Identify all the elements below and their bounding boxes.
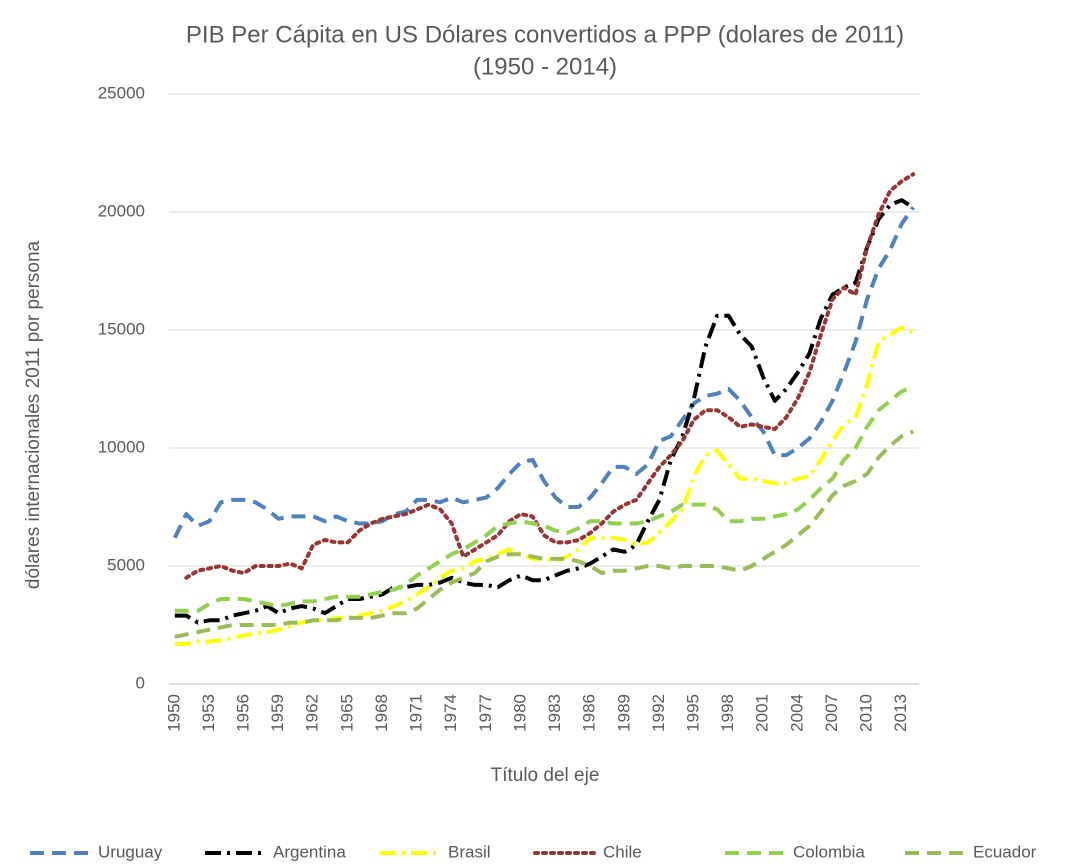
x-tick-label: 1965 — [337, 694, 356, 732]
legend-label: Uruguay — [98, 842, 163, 861]
x-tick-label: 1974 — [441, 694, 460, 732]
series-line — [184, 172, 916, 580]
y-tick-label: 10000 — [98, 437, 145, 456]
series-line — [173, 206, 915, 539]
series-line — [174, 198, 915, 625]
x-tick-label: 1998 — [718, 694, 737, 732]
x-tick-label: 2004 — [787, 694, 806, 732]
chart-title: PIB Per Cápita en US Dólares convertidos… — [186, 21, 904, 48]
x-axis-title: Título del eje — [491, 765, 600, 786]
y-tick-label: 15000 — [98, 319, 145, 338]
x-tick-label: 1986 — [580, 694, 599, 732]
x-tick-label: 1953 — [199, 694, 218, 732]
x-tick-label: 1956 — [233, 694, 252, 732]
legend-label: Brasil — [448, 842, 491, 861]
x-tick-label: 1980 — [510, 694, 529, 732]
legend-label: Argentina — [273, 842, 346, 861]
x-tick-label: 2001 — [753, 694, 772, 732]
y-tick-label: 25000 — [98, 83, 145, 102]
y-tick-label: 0 — [136, 673, 145, 692]
x-tick-label: 1995 — [683, 694, 702, 732]
y-axis-title: dólares internacionales 2011 por persona — [23, 240, 44, 589]
x-tick-label: 1950 — [164, 694, 183, 732]
y-tick-label: 5000 — [107, 555, 145, 574]
x-tick-label: 1992 — [649, 694, 668, 732]
x-tick-label: 1971 — [407, 694, 426, 732]
x-tick-label: 1989 — [614, 694, 633, 732]
chart-subtitle: (1950 - 2014) — [473, 53, 617, 80]
series-line — [174, 325, 914, 646]
x-tick-label: 1977 — [476, 694, 495, 732]
x-tick-label: 2010 — [857, 694, 876, 732]
legend-label: Chile — [603, 842, 642, 861]
y-tick-label: 20000 — [98, 201, 145, 220]
x-tick-label: 1959 — [268, 694, 287, 732]
x-tick-label: 1983 — [545, 694, 564, 732]
series-line — [174, 429, 914, 639]
x-tick-label: 1968 — [372, 694, 391, 732]
x-tick-label: 2013 — [891, 694, 910, 732]
legend-label: Colombia — [793, 842, 865, 861]
x-tick-label: 1962 — [303, 694, 322, 732]
legend-label: Ecuador — [973, 842, 1037, 861]
x-tick-label: 2007 — [822, 694, 841, 732]
